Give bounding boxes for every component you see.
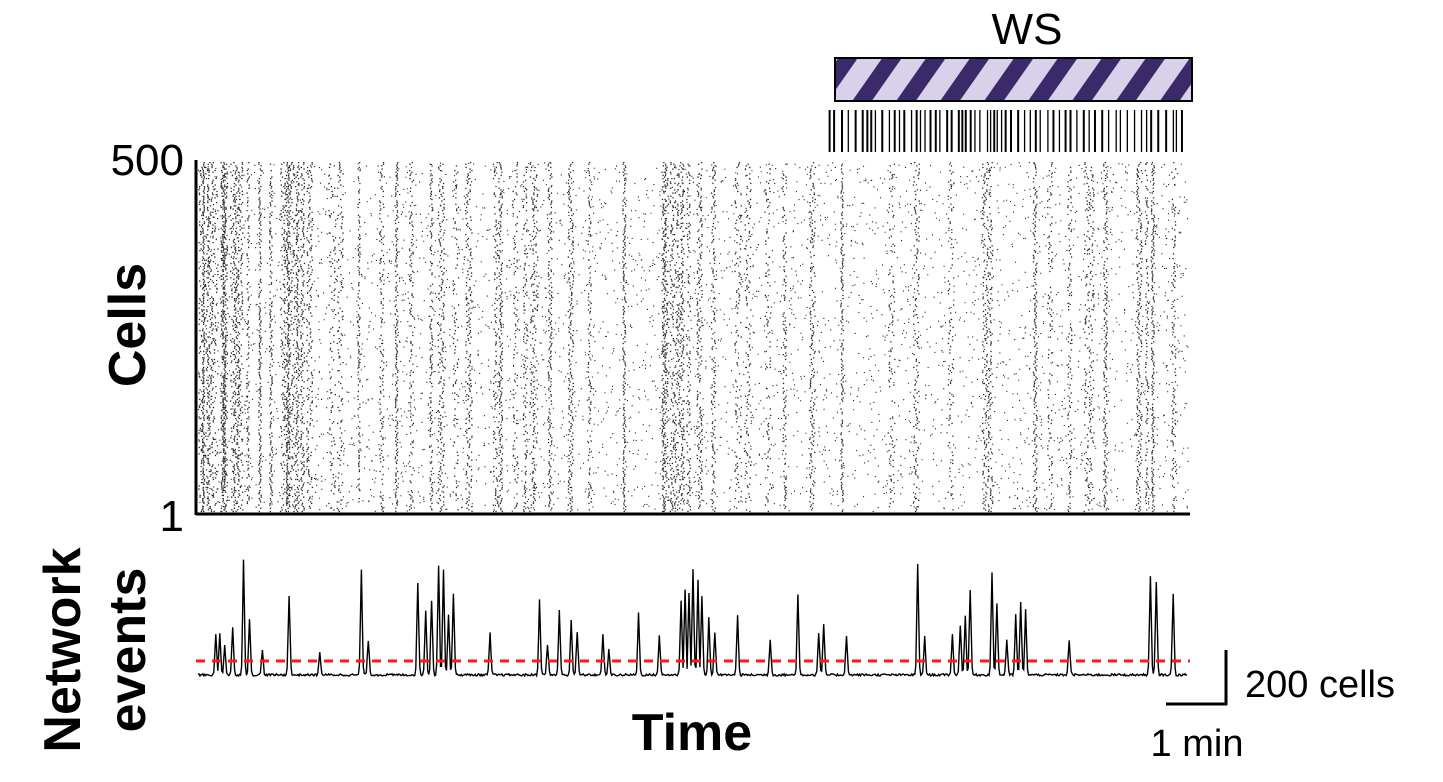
scalebar-vertical-label: 200 cells — [1245, 664, 1395, 706]
raster-plot — [198, 162, 1189, 513]
network-trace — [197, 559, 1188, 678]
trace-ylabel-line2: events — [99, 568, 157, 733]
trace-xlabel: Time — [632, 704, 752, 762]
stimulus-ticks — [828, 110, 1183, 152]
network-trace-line — [197, 559, 1188, 678]
stimulus-label: WS — [992, 5, 1063, 54]
trace-ylabel-line1: Network — [34, 547, 92, 752]
raster-ylabel: Cells — [99, 263, 157, 387]
raster-ytick-top: 500 — [111, 136, 184, 185]
raster-ytick-bottom: 1 — [160, 492, 184, 541]
scalebar-horizontal-label: 1 min — [1151, 723, 1244, 765]
raster-spikes — [198, 162, 1189, 513]
stimulus-bar — [834, 57, 1193, 102]
